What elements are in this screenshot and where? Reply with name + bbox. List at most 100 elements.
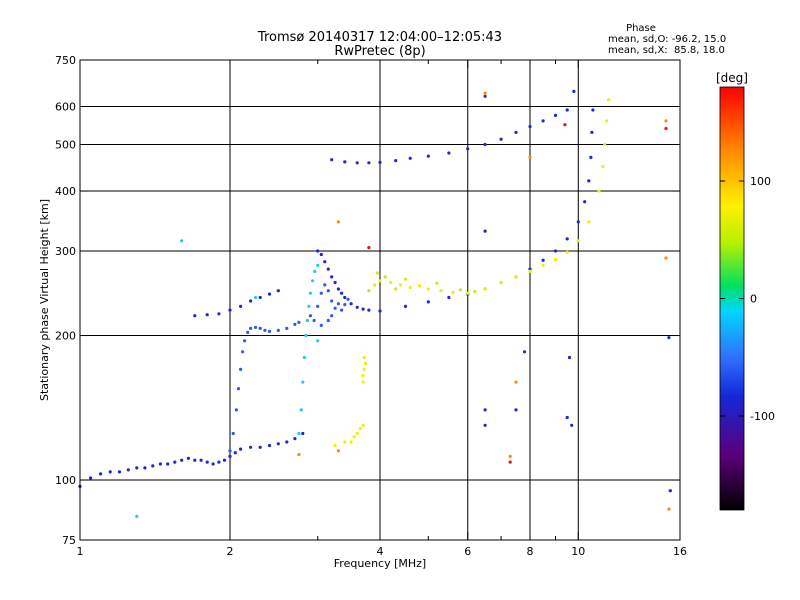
data-point: [158, 462, 162, 466]
data-point: [591, 108, 595, 112]
colorbar-tick-label: -100: [750, 410, 775, 423]
data-point: [664, 119, 668, 123]
data-point: [417, 284, 422, 288]
data-point: [435, 281, 439, 285]
data-point: [352, 435, 356, 439]
data-point: [389, 280, 393, 285]
data-point: [297, 431, 301, 436]
data-point: [228, 454, 232, 458]
data-point: [305, 318, 309, 323]
data-point: [117, 470, 122, 474]
data-point: [336, 302, 340, 306]
data-point: [222, 458, 227, 462]
data-point: [228, 449, 232, 453]
data-point: [319, 323, 323, 327]
data-point: [243, 339, 247, 343]
data-point: [528, 125, 532, 129]
series-8: [367, 271, 477, 294]
data-point: [565, 108, 569, 112]
data-point: [399, 283, 403, 287]
data-point: [293, 437, 297, 441]
series-3: [297, 263, 320, 436]
data-point: [541, 263, 545, 267]
data-point: [553, 249, 558, 253]
data-point: [383, 275, 387, 279]
data-point: [355, 161, 359, 165]
data-point: [361, 380, 365, 384]
series-6: [330, 108, 569, 165]
data-point: [483, 287, 487, 291]
data-point: [326, 289, 330, 293]
data-point: [258, 445, 262, 449]
data-point: [565, 415, 569, 420]
data-point: [603, 142, 607, 147]
data-point: [576, 220, 580, 224]
data-point: [126, 468, 130, 472]
data-point: [308, 291, 312, 295]
data-point: [514, 130, 518, 134]
data-point: [343, 440, 347, 444]
y-tick-label: 75: [62, 534, 76, 547]
data-point: [514, 275, 518, 279]
data-point: [483, 142, 487, 147]
data-point: [330, 314, 334, 318]
y-tick-labels: 75 100 200 300 400 500 600 750: [55, 54, 76, 547]
data-point: [193, 314, 197, 318]
data-point: [667, 336, 671, 340]
data-point: [313, 269, 317, 273]
data-point: [572, 89, 576, 93]
data-point: [483, 423, 487, 427]
data-point: [267, 329, 272, 333]
series-13: [297, 91, 671, 511]
data-points: [78, 89, 672, 519]
data-point: [499, 280, 503, 285]
axis-ticks: [79, 59, 681, 541]
data-point: [349, 302, 353, 306]
data-point: [249, 445, 253, 449]
phase-info-o: mean, sd,O: -96.2, 15.0: [608, 34, 726, 45]
data-point: [570, 423, 574, 427]
data-point: [231, 431, 235, 436]
data-point: [340, 291, 344, 295]
data-point: [293, 322, 297, 326]
data-point: [358, 427, 362, 431]
data-point: [304, 333, 308, 338]
data-point: [403, 304, 408, 308]
data-point: [249, 299, 253, 303]
data-point: [151, 464, 155, 468]
data-point: [333, 443, 337, 448]
data-point: [508, 454, 512, 458]
phase-info-x: mean, sd,X: 85.8, 18.0: [608, 45, 725, 56]
data-point: [528, 269, 532, 273]
data-point: [330, 275, 334, 279]
data-point: [514, 408, 518, 412]
data-point: [576, 239, 580, 243]
colorbar-label: [deg]: [716, 71, 748, 85]
data-point: [307, 304, 311, 308]
data-point: [173, 460, 177, 464]
data-point: [522, 350, 527, 354]
data-point: [180, 458, 184, 462]
data-point: [439, 289, 443, 293]
data-point: [258, 326, 262, 330]
data-point: [528, 267, 532, 271]
data-point: [186, 456, 190, 460]
data-point: [343, 295, 347, 300]
y-tick-label: 500: [55, 139, 76, 152]
data-point: [239, 367, 243, 371]
data-point: [205, 313, 209, 317]
y-tick-label: 400: [55, 185, 76, 198]
x-tick-labels: 1 2 4 6 8 10 16: [77, 545, 688, 558]
data-point: [668, 489, 672, 493]
data-point: [355, 305, 359, 309]
data-point: [319, 252, 323, 257]
data-point: [249, 326, 253, 330]
data-point: [236, 387, 241, 391]
data-point: [340, 308, 344, 312]
data-point: [323, 260, 327, 264]
data-point: [367, 289, 371, 293]
y-tick-label: 750: [55, 54, 76, 67]
data-point: [363, 361, 368, 365]
data-point: [597, 189, 601, 193]
